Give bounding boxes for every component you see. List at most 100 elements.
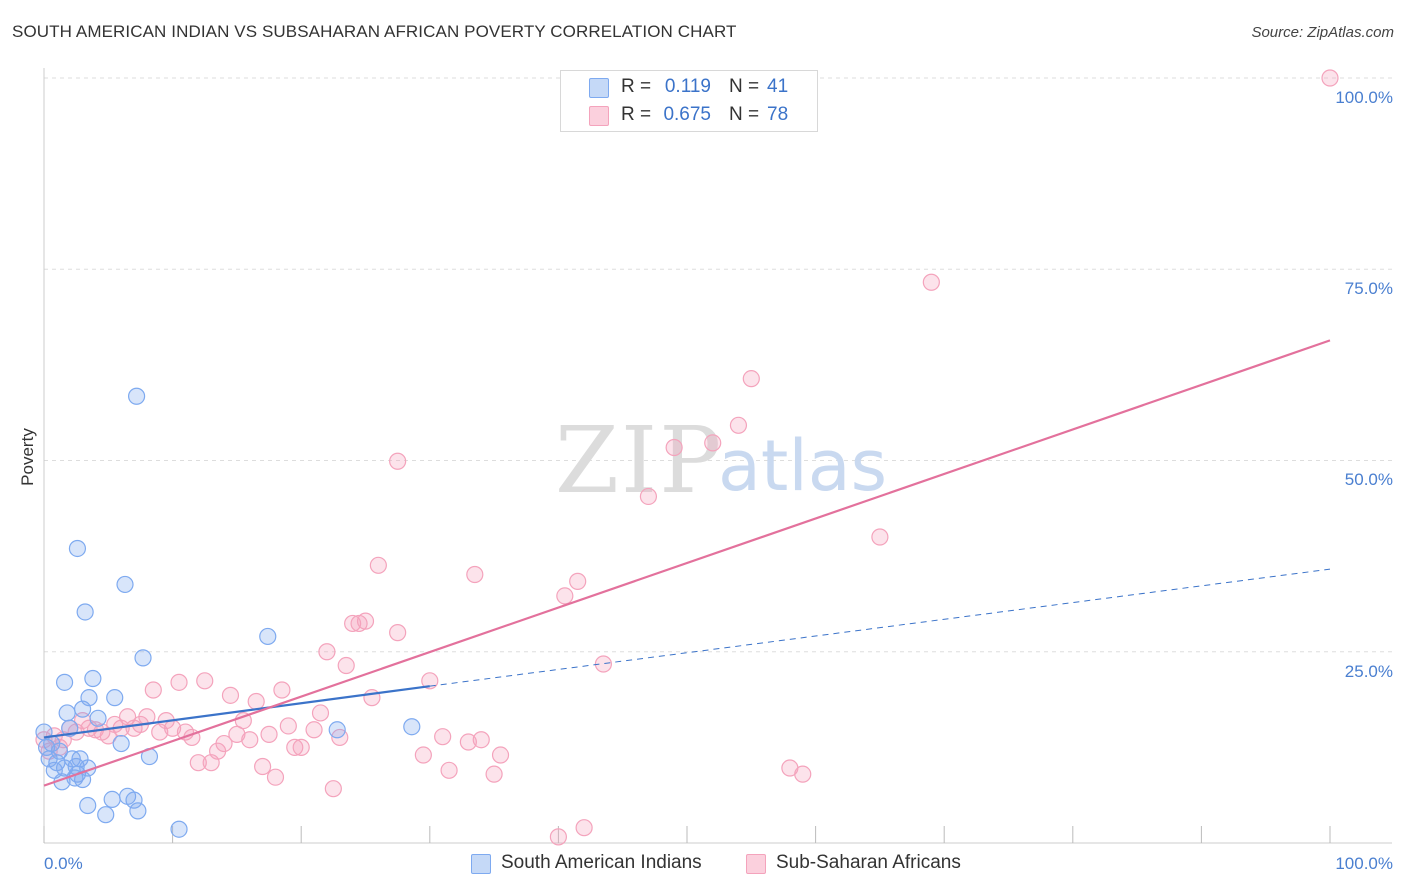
point-sub-saharan-africans-64 [549,828,568,846]
legend-n-label: N = [729,104,760,125]
point-sub-saharan-africans-48 [344,614,362,633]
watermark-zip: ZIP [555,407,723,514]
point-sub-saharan-africans-26 [196,672,214,690]
point-sub-saharan-africans-70 [665,438,683,457]
point-sub-saharan-africans-32 [234,711,252,730]
legend-n-value: 78 [767,104,789,125]
point-sub-saharan-africans-61 [472,731,490,749]
point-sub-saharan-africans-50 [356,612,375,630]
trend-line-south-american-indians-extension [429,568,1331,687]
point-sub-saharan-africans-25 [189,754,207,772]
legend-row-sub-saharan-africans: R = 0.675 N = 78 [561,101,817,129]
point-south-american-indians-40 [403,718,421,736]
point-sub-saharan-africans-72 [729,416,748,434]
point-sub-saharan-africans-38 [273,681,291,699]
point-south-american-indians-32 [125,791,143,809]
point-sub-saharan-africans-40 [286,738,304,756]
data-points [35,69,1339,846]
point-south-american-indians-28 [106,689,124,707]
point-sub-saharan-africans-29 [215,734,233,753]
point-sub-saharan-africans-67 [575,819,593,837]
point-south-american-indians-29 [112,734,130,753]
point-south-american-indians-23 [80,689,98,707]
point-south-american-indians-24 [84,669,102,688]
point-south-american-indians-37 [170,820,188,838]
point-south-american-indians-39 [328,721,346,739]
trend-line-sub-saharan-africans [43,339,1331,787]
legend-n-value: 41 [767,76,789,97]
legend-n-label: N = [729,76,760,97]
point-south-american-indians-30 [116,575,134,594]
point-south-american-indians-16 [68,539,87,558]
point-sub-saharan-africans-71 [704,434,722,452]
point-sub-saharan-africans-66 [569,572,587,590]
point-sub-saharan-africans-22 [170,673,188,691]
point-sub-saharan-africans-41 [292,738,310,756]
point-sub-saharan-africans-39 [279,717,297,735]
point-sub-saharan-africans-36 [260,725,278,743]
point-sub-saharan-africans-37 [266,768,285,786]
y-tick-label-25: 25.0% [1345,662,1393,681]
trend-line-south-american-indians [43,685,430,739]
point-sub-saharan-africans-44 [318,643,336,661]
legend-r-label: R = [621,104,652,125]
point-sub-saharan-africans-76 [871,528,889,546]
point-sub-saharan-africans-75 [794,765,812,783]
y-tick-label-75: 75.0% [1345,279,1393,298]
point-sub-saharan-africans-53 [389,452,407,470]
series-legend-label: Sub-Saharan Africans [776,852,961,873]
point-sub-saharan-africans-56 [421,672,439,690]
series-legend-label: South American Indians [501,852,702,873]
point-sub-saharan-africans-33 [241,731,259,749]
legend-r-value: 0.119 [664,76,711,97]
point-sub-saharan-africans-63 [491,746,510,764]
point-sub-saharan-africans-55 [414,746,432,764]
point-sub-saharan-africans-65 [556,587,574,605]
point-south-american-indians-33 [127,387,146,405]
point-sub-saharan-africans-34 [247,692,265,711]
point-sub-saharan-africans-58 [440,761,458,779]
point-south-american-indians-26 [97,806,115,824]
legend-swatch-blue [589,78,609,98]
point-sub-saharan-africans-47 [337,656,355,675]
point-sub-saharan-africans-77 [922,273,940,291]
y-tick-label-50: 50.0% [1345,470,1393,489]
point-sub-saharan-africans-45 [324,780,342,798]
point-sub-saharan-africans-57 [434,728,452,746]
point-sub-saharan-africans-52 [369,556,387,574]
point-sub-saharan-africans-69 [639,487,658,506]
y-axis-label: Poverty [18,428,37,486]
point-sub-saharan-africans-30 [221,686,240,704]
point-sub-saharan-africans-68 [594,655,613,673]
legend-r-label: R = [621,76,652,97]
watermark: ZIP atlas [555,407,887,514]
series-swatch-blue [471,854,491,874]
point-south-american-indians-27 [103,790,121,808]
point-sub-saharan-africans-60 [466,565,484,584]
legend-row-south-american-indians: R = 0.119 N = 41 [561,73,817,101]
x-tick-label-min: 0.0% [44,854,83,873]
point-sub-saharan-africans-43 [311,704,330,722]
trend-lines [43,339,1331,787]
point-sub-saharan-africans-18 [144,681,162,699]
grid-lines [44,77,1392,653]
series-swatch-pink [746,854,766,874]
legend-r-value: 0.675 [663,104,711,125]
source-label: Source: ZipAtlas.com [1251,24,1394,41]
point-south-american-indians-35 [134,649,152,667]
point-south-american-indians-11 [61,719,79,737]
correlation-legend: R = 0.119 N = 41 R = 0.675 N = 78 [560,70,818,132]
point-sub-saharan-africans-31 [228,725,246,743]
point-south-american-indians-34 [129,802,147,820]
point-sub-saharan-africans-54 [389,624,407,642]
series-legend: South American Indians Sub-Saharan Afric… [0,852,1406,878]
watermark-atlas: atlas [718,425,887,507]
point-south-american-indians-38 [259,627,277,646]
point-south-american-indians-20 [76,603,94,621]
point-south-american-indians-10 [58,704,76,722]
x-tick-label-max: 100.0% [1335,854,1393,873]
legend-swatch-pink [589,106,609,126]
point-south-american-indians-9 [55,673,74,691]
point-south-american-indians-21 [79,796,97,815]
